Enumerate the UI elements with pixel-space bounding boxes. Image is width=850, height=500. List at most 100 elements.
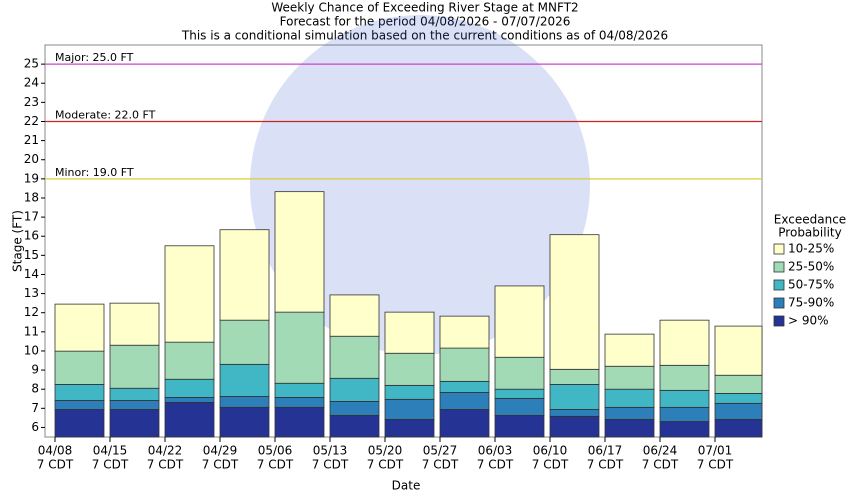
bar-segment [439,315,490,349]
bar-segment [164,397,215,403]
legend-swatch [773,315,785,327]
bar-segment [714,402,763,420]
y-tick-label: 8 [31,382,39,396]
x-tick-label: 04/15 [93,444,128,458]
y-tick-label: 25 [24,57,39,71]
bar-segment [384,311,435,354]
bar-segment [54,303,105,352]
y-tick-label: 18 [24,190,39,204]
bar-segment [604,406,655,420]
bar-segment [439,392,490,410]
y-tick-label: 10 [24,343,39,357]
flood-label: Minor: 19.0 FT [55,166,134,179]
bar-segment [494,388,545,399]
bar-segment [604,388,655,408]
bar-segment [384,384,435,400]
legend-swatch [773,261,785,273]
bar-segment [54,350,105,385]
legend-title: Exceedance [774,213,846,227]
y-axis-label: Stage (FT) [11,210,25,272]
bar-segment [494,414,545,438]
bar-segment [164,401,215,438]
x-tick-time: 7 CDT [202,458,239,472]
y-tick-label: 14 [24,267,39,281]
bar-segment [604,333,655,367]
x-tick-label: 06/24 [643,444,678,458]
x-tick-time: 7 CDT [642,458,679,472]
y-tick-label: 20 [24,152,39,166]
y-tick-label: 13 [24,286,39,300]
bar-segment [439,380,490,393]
x-tick-time: 7 CDT [37,458,74,472]
bar-segment [164,341,215,380]
legend-title: Probability [778,226,841,240]
x-tick-time: 7 CDT [92,458,129,472]
x-tick-label: 04/29 [203,444,238,458]
bar-segment [659,406,710,422]
bar-segment [219,406,270,438]
y-tick-label: 21 [24,133,39,147]
x-tick-time: 7 CDT [587,458,624,472]
x-tick-label: 05/06 [258,444,293,458]
bar-segment [549,409,600,417]
chart-subtitle: Forecast for the period 04/08/2026 - 07/… [280,15,571,29]
x-tick-label: 05/20 [368,444,403,458]
bar-segment [439,409,490,438]
flood-label: Moderate: 22.0 FT [55,108,156,121]
bar-segment [604,419,655,438]
bar-segment [714,325,763,376]
bar-segment [219,363,270,397]
bar-segment [439,347,490,382]
x-tick-time: 7 CDT [532,458,569,472]
bar-segment [109,409,160,438]
bar-segment [384,398,435,420]
y-tick-label: 16 [24,229,39,243]
flood-label: Major: 25.0 FT [55,51,134,64]
x-tick-time: 7 CDT [422,458,459,472]
x-tick-label: 06/17 [588,444,623,458]
x-tick-label: 05/13 [313,444,348,458]
bar-segment [329,401,380,416]
bar-segment [549,368,600,385]
bar-segment [659,421,710,438]
watermark-disc [250,15,590,355]
bar-segment [219,229,270,321]
legend-label: 50-75% [788,278,834,292]
bar-segment [714,374,763,394]
bar-segment [219,319,270,365]
bar-segment [274,382,325,398]
bar-segment [659,389,710,408]
bar-segment [54,409,105,438]
y-tick-label: 12 [24,305,39,319]
bar-segment [659,364,710,391]
chart-note: This is a conditional simulation based o… [181,29,668,43]
x-tick-label: 04/08 [38,444,73,458]
y-tick-label: 7 [31,401,39,415]
bar-segment [109,400,160,410]
bar-segment [329,414,380,438]
x-tick-time: 7 CDT [257,458,294,472]
bar-segment [604,365,655,390]
bar-segment [494,356,545,390]
x-tick-time: 7 CDT [367,458,404,472]
bar-segment [54,384,105,401]
x-tick-label: 06/03 [478,444,513,458]
y-tick-label: 22 [24,114,39,128]
x-tick-label: 04/22 [148,444,183,458]
bar-segment [494,397,545,416]
bar-segment [274,406,325,438]
chart-title: Weekly Chance of Exceeding River Stage a… [271,1,578,15]
y-tick-label: 6 [31,420,39,434]
legend-label: > 90% [788,314,829,328]
bar-segment [714,419,763,438]
legend-label: 25-50% [788,260,834,274]
x-tick-time: 7 CDT [697,458,734,472]
bar-segment [329,335,380,379]
bar-segment [714,393,763,404]
bar-segment [164,378,215,398]
x-tick-label: 05/27 [423,444,458,458]
y-tick-label: 19 [24,171,39,185]
bar-segment [329,377,380,402]
bar-segment [219,396,270,408]
